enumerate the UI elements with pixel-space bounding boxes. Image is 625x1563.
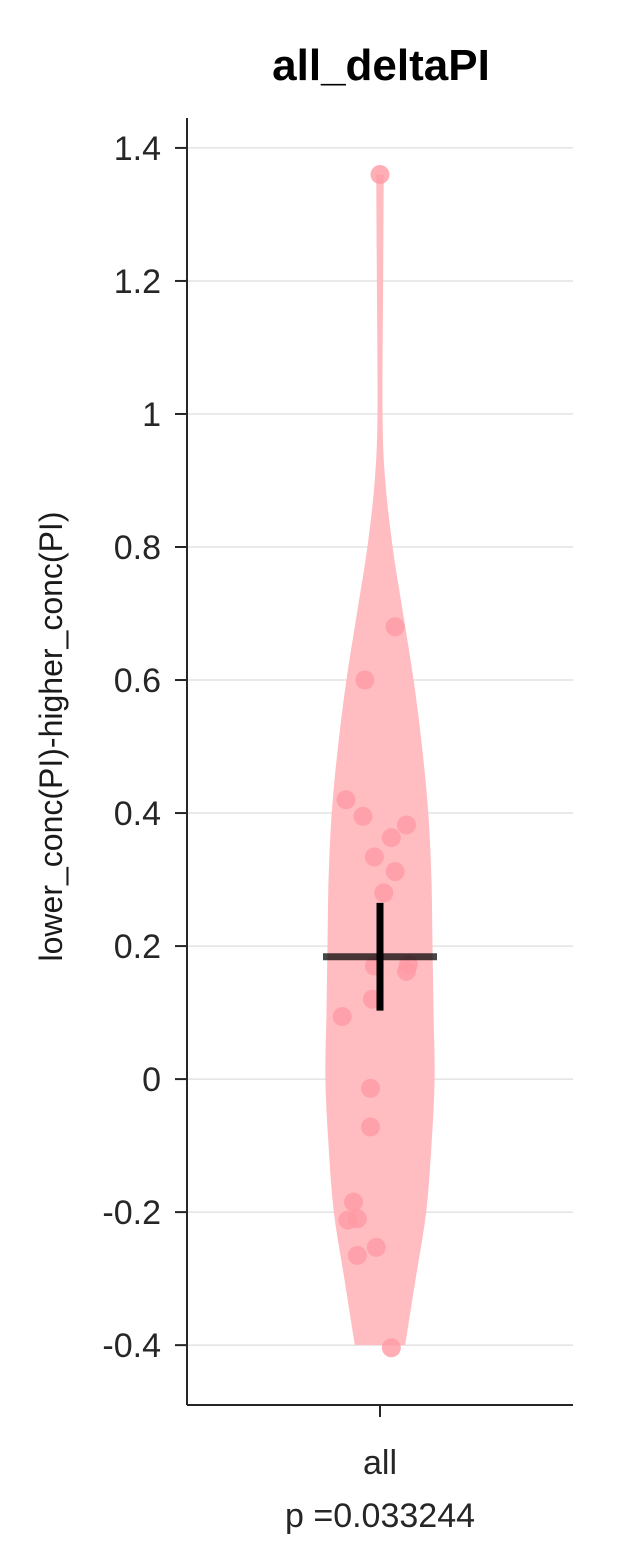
y-tick-label: -0.4	[102, 1327, 161, 1365]
data-point	[347, 1209, 367, 1229]
data-point	[361, 1078, 381, 1098]
y-tick-label: 0.4	[114, 795, 161, 833]
data-point	[355, 670, 375, 690]
data-point	[347, 1245, 367, 1265]
mean-marker	[323, 902, 437, 1011]
data-point	[396, 961, 416, 981]
y-axis-label: lower_conc(PI)-higher_conc(PI)	[33, 512, 69, 962]
y-tick-label: 0.6	[114, 662, 161, 700]
violin-layer	[325, 174, 435, 1346]
data-point	[332, 1007, 352, 1027]
y-tick-label: 1.2	[114, 263, 161, 301]
p-value-annotation: p =0.033244	[285, 1497, 475, 1535]
x-tick-label: all	[363, 1444, 397, 1482]
data-point	[385, 862, 405, 882]
points-layer	[332, 165, 418, 1358]
data-point	[364, 847, 384, 867]
data-point	[385, 617, 405, 637]
y-tick-label: 1.4	[114, 130, 161, 168]
data-point	[361, 1117, 381, 1137]
data-point	[366, 1237, 386, 1257]
y-tick-label: 1	[142, 396, 161, 434]
data-point	[381, 1338, 401, 1358]
x-axis-ticks: all	[363, 1405, 397, 1482]
y-axis-ticks: -0.4 -0.2 0 0.2 0.4 0.6 0.8 1 1.2 1.4	[102, 130, 187, 1365]
data-point	[344, 1192, 364, 1212]
data-point	[381, 828, 401, 848]
data-point	[370, 165, 390, 185]
violin-body	[325, 174, 435, 1346]
data-point	[353, 806, 373, 826]
data-point	[336, 790, 356, 810]
chart-title: all_deltaPI	[272, 41, 490, 90]
y-tick-label: 0.8	[114, 529, 161, 567]
data-point	[374, 883, 394, 903]
y-tick-label: 0.2	[114, 928, 161, 966]
y-tick-label: -0.2	[102, 1194, 161, 1232]
data-point	[396, 815, 416, 835]
y-tick-label: 0	[142, 1061, 161, 1099]
